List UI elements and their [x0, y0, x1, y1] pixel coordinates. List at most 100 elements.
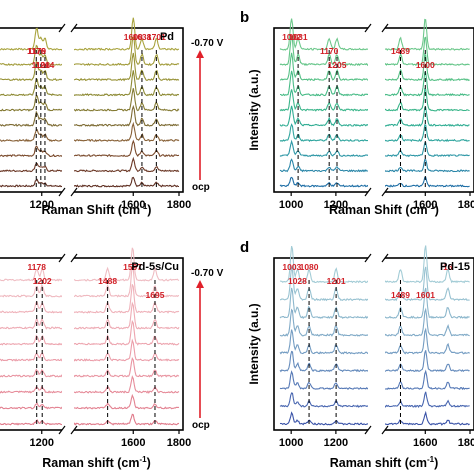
spectrum-line	[0, 52, 180, 82]
x-tick-label: 1800	[167, 437, 191, 449]
peak-label: 1600	[124, 32, 143, 42]
peak-label: 1695	[146, 290, 165, 300]
peak-label: 1701	[147, 32, 166, 42]
spectrum-line	[0, 413, 180, 426]
peak-label: 1597	[123, 262, 142, 272]
x-tick-label: 1600	[121, 199, 145, 211]
top-potential-label: -0.70 V	[191, 38, 224, 49]
peak-label: 1489	[391, 290, 410, 300]
x-tick-label: 1800	[167, 199, 191, 211]
peak-label: 1196	[32, 60, 51, 70]
axis-break-mark	[58, 253, 66, 263]
panel-letter: d	[240, 239, 249, 256]
spectrum-line	[0, 375, 180, 394]
panel-b: 1002 1489 1600 1031 1170 1205 b Intensity (a.u.…	[240, 9, 474, 217]
peak-label: 1170	[320, 46, 339, 56]
spectrum-line	[0, 176, 179, 188]
potential-arrow-head	[196, 50, 204, 58]
y-axis-label: Intensity (a.u.)	[247, 69, 261, 150]
x-tick-label: 1800	[458, 199, 474, 211]
x-axis-label-tail: )	[434, 456, 438, 470]
spectrum-line	[0, 301, 180, 330]
plot-frame	[0, 257, 184, 431]
peak-label: 1205	[328, 60, 347, 70]
spectrum-line	[0, 121, 180, 143]
peak-label: 1600	[416, 60, 435, 70]
panel-letter: b	[240, 9, 249, 26]
potential-arrow-head	[196, 280, 204, 288]
peak-label: 1080	[300, 262, 319, 272]
axis-break-mark	[58, 187, 66, 197]
spectrum-line	[0, 36, 180, 66]
x-tick-label: 1600	[413, 437, 437, 449]
peak-label: 1488	[98, 276, 117, 286]
spectrum-line	[0, 338, 180, 362]
peak-label: 1003	[282, 262, 301, 272]
x-axis-label-tail: )	[147, 456, 151, 470]
axis-break-mark	[381, 253, 389, 263]
x-tick-label: 1800	[458, 437, 474, 449]
x-tick-label: 1200	[30, 199, 54, 211]
x-axis-label-superscript: -1	[428, 202, 436, 211]
spectrum-line	[0, 88, 180, 112]
spectrum-line	[0, 284, 180, 314]
material-label: Pd-5s/Cu	[131, 261, 179, 273]
peak-label: 1214	[35, 60, 54, 70]
x-tick-label: 1200	[324, 199, 348, 211]
x-axis-label-superscript: -1	[140, 202, 148, 211]
axis-break-mark	[58, 425, 66, 435]
axis-break-mark	[364, 253, 372, 263]
axis-break-gap	[368, 26, 385, 194]
spectrum-line	[0, 104, 180, 127]
peak-label: 1489	[391, 46, 410, 56]
axis-break-mark	[381, 425, 389, 435]
axis-break-mark	[70, 425, 78, 435]
axis-break-gap	[368, 256, 385, 432]
x-axis-label-text: Raman shift (cm	[330, 456, 427, 470]
x-axis-label-text: Raman shift (cm	[42, 456, 139, 470]
axis-break-gap	[62, 26, 74, 194]
x-axis-label-tail: )	[435, 203, 439, 217]
axis-break-gap	[62, 256, 74, 432]
spectrum-line	[0, 356, 180, 378]
peak-label: 1031	[289, 32, 308, 42]
x-axis-label-superscript: -1	[139, 455, 147, 464]
panel-c: 1597 1488 1695 1178 1202 Pd-5s/Cu -0.70 V ocp 12…	[0, 247, 224, 470]
x-tick-label: 1000	[279, 437, 303, 449]
x-axis-label: Raman shift (cm-1)	[42, 455, 151, 470]
peak-label: 16	[443, 262, 453, 272]
axis-break-mark	[364, 187, 372, 197]
axis-break-mark	[364, 425, 372, 435]
spectrum-line	[0, 266, 179, 298]
peak-label: 1178	[27, 262, 46, 272]
peak-label: 1002	[282, 32, 301, 42]
x-axis-label: Raman Shift (cm-1)	[42, 202, 152, 217]
spectrum-line	[0, 139, 180, 158]
x-axis-label-text: Raman Shift (cm	[329, 203, 428, 217]
peak-label: 1638	[132, 32, 151, 42]
y-axis-label: Intensity (a.u.)	[247, 303, 261, 384]
x-axis-label: Raman shift (cm-1)	[330, 455, 439, 470]
x-tick-label: 1600	[413, 199, 437, 211]
spectrum-line	[0, 156, 180, 173]
axis-break-mark	[381, 23, 389, 33]
x-tick-label: 1200	[324, 437, 348, 449]
x-axis-label: Raman Shift (cm-1)	[329, 202, 439, 217]
x-tick-label: 1600	[121, 437, 145, 449]
peak-label: 1028	[288, 276, 307, 286]
peak-label: 1202	[33, 276, 52, 286]
peak-label: 1179	[28, 46, 47, 56]
material-label: Pd-15	[440, 261, 470, 273]
spectrum-line	[0, 70, 180, 97]
axis-break-mark	[364, 23, 372, 33]
peak-label: 1176	[27, 46, 46, 56]
axis-break-mark	[58, 23, 66, 33]
x-tick-label: 1200	[30, 437, 54, 449]
x-axis-label-tail: )	[147, 203, 151, 217]
bottom-potential-label: ocp	[192, 420, 210, 431]
spectrum-line	[0, 247, 180, 282]
axis-break-mark	[70, 187, 78, 197]
